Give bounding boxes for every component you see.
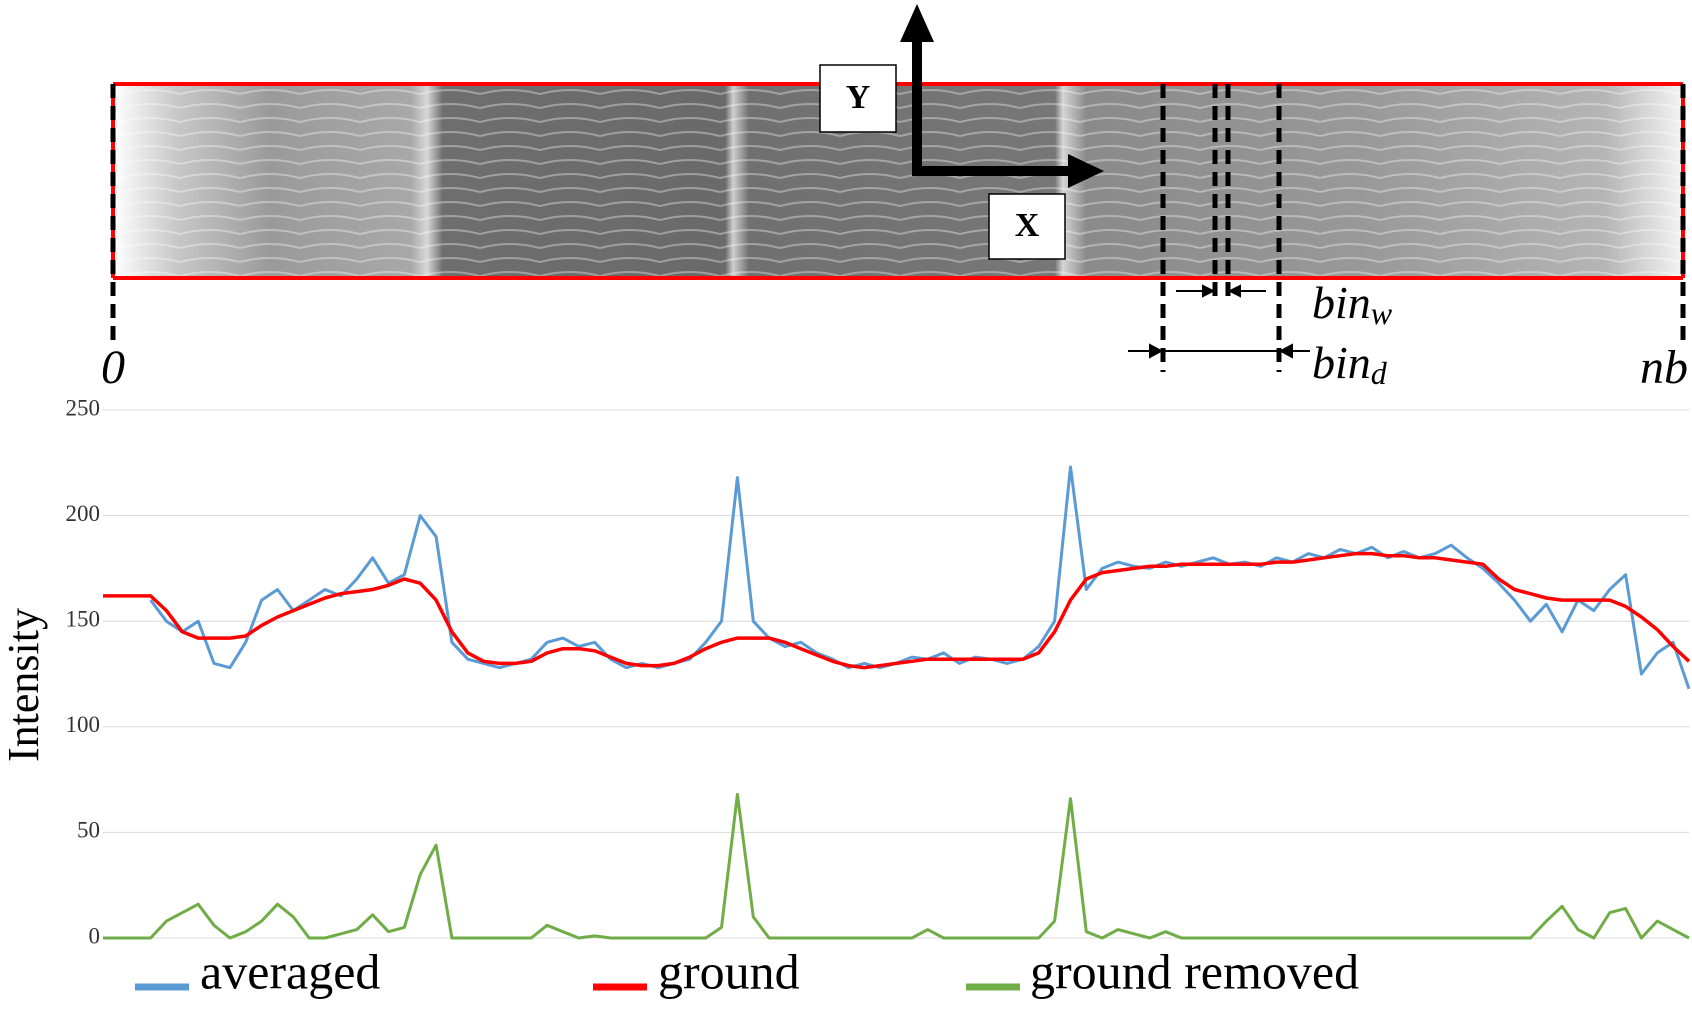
point-cloud-strip — [111, 82, 1685, 280]
legend-label: ground — [658, 943, 800, 999]
start-label: 0 — [101, 341, 125, 394]
y-tick-label: 0 — [89, 923, 101, 948]
series-line — [149, 465, 1691, 690]
y-tick-label: 150 — [66, 606, 101, 631]
legend-label: ground removed — [1030, 943, 1359, 999]
bin-depth-sub: d — [1371, 355, 1388, 391]
bin-lines — [110, 84, 1686, 372]
y-axis-label: Y — [846, 79, 871, 116]
legend-label: averaged — [200, 943, 380, 999]
y-tick-label: 100 — [66, 712, 101, 737]
y-tick-label: 250 — [66, 395, 101, 420]
bin-width-base: bin — [1312, 277, 1371, 328]
end-label: nb — [1640, 341, 1688, 394]
y-axis-title: Intensity — [0, 608, 48, 762]
x-axis-label: X — [1015, 207, 1040, 244]
y-tick-label: 50 — [77, 818, 100, 843]
series-line — [103, 792, 1690, 940]
bin-width-sub: w — [1371, 295, 1393, 331]
bin-depth-base: bin — [1312, 337, 1371, 388]
series-line — [103, 551, 1691, 670]
y-tick-label: 200 — [66, 501, 101, 526]
bin-width-label: binw — [1312, 277, 1393, 332]
bin-depth-label: bind — [1312, 337, 1388, 392]
axes-arrows — [819, 4, 1104, 260]
